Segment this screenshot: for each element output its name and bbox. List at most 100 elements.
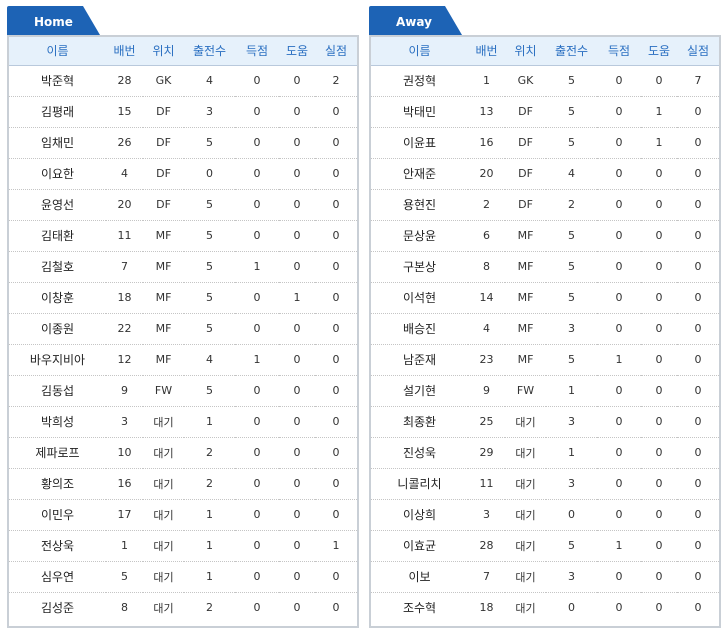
player-goals: 0: [597, 437, 641, 469]
player-number: 10: [106, 437, 143, 469]
table-row: 안재준 20 DF 4 0 0 0: [371, 158, 719, 190]
player-goals: 0: [235, 530, 279, 562]
player-name: 조수혁: [402, 601, 437, 616]
player-assists: 0: [279, 344, 315, 376]
player-name: 설기현: [371, 375, 468, 407]
player-name: 문상윤: [371, 220, 468, 252]
player-appearances: 5: [546, 96, 597, 128]
home-roster-rows: 박준혁 28 GK 4 0 0 2 김평래 15 DF 3 0 0 0 임채민 26 DF 5 0 0 0 이요한 4 DF 0…: [9, 65, 357, 623]
player-name: 이창훈: [9, 282, 106, 314]
player-name: 심우연: [9, 561, 106, 593]
home-tab[interactable]: Home: [7, 6, 101, 36]
player-assists: 0: [279, 220, 315, 252]
player-goals: 0: [597, 561, 641, 593]
player-appearances: 1: [184, 530, 235, 562]
player-conceded: 0: [677, 530, 719, 562]
player-conceded: 0: [694, 601, 702, 615]
table-header: 이름 배번 위치 출전수 득점 도움 실점: [371, 37, 719, 66]
away-tab[interactable]: Away: [369, 6, 463, 36]
player-position: MF: [505, 344, 546, 376]
player-appearances: 5: [546, 220, 597, 252]
player-assists: 0: [641, 499, 677, 531]
home-roster-table-box: 이름 배번 위치 출전수 득점 도움 실점 박준혁 28 GK 4 0 0 2 김평래 15 DF 3 0 0 0 임채…: [7, 35, 359, 628]
player-name: 임채민: [9, 127, 106, 159]
player-appearances: 3: [546, 561, 597, 593]
player-goals: 0: [235, 65, 279, 97]
player-number: 26: [106, 127, 143, 159]
player-goals: 0: [597, 251, 641, 283]
player-appearances: 2: [206, 601, 213, 615]
table-row: 문상윤 6 MF 5 0 0 0: [371, 220, 719, 252]
player-name: 전상욱: [9, 530, 106, 562]
player-appearances: 4: [184, 65, 235, 97]
player-assists: 0: [279, 437, 315, 469]
player-position: GK: [143, 65, 184, 97]
player-assists: 0: [641, 220, 677, 252]
table-row: 구본상 8 MF 5 0 0 0: [371, 251, 719, 283]
player-conceded: 0: [315, 220, 357, 252]
player-name: 용현진: [371, 189, 468, 221]
player-position: DF: [143, 127, 184, 159]
player-name: 이종원: [9, 313, 106, 345]
player-assists: 0: [279, 96, 315, 128]
player-position: DF: [505, 96, 546, 128]
tab-shape: [7, 6, 100, 35]
player-position: MF: [143, 251, 184, 283]
player-assists: 1: [641, 127, 677, 159]
player-number: 1: [468, 65, 505, 97]
player-assists: 0: [641, 158, 677, 190]
player-appearances: 1: [184, 499, 235, 531]
table-row: 박태민 13 DF 5 0 1 0: [371, 96, 719, 128]
player-conceded: 0: [315, 127, 357, 159]
player-conceded: 0: [315, 406, 357, 438]
player-goals: 0: [597, 282, 641, 314]
player-appearances: 1: [546, 375, 597, 407]
player-goals: 1: [597, 344, 641, 376]
player-name: 이효균: [371, 530, 468, 562]
player-position: 대기: [143, 468, 184, 500]
player-appearances: 5: [184, 375, 235, 407]
player-number: 11: [468, 468, 505, 500]
table-row: 이윤표 16 DF 5 0 1 0: [371, 127, 719, 159]
player-position: DF: [505, 189, 546, 221]
player-assists: 0: [655, 601, 663, 615]
table-row: 전상욱 1 대기 1 0 0 1: [9, 530, 357, 562]
player-conceded: 0: [677, 499, 719, 531]
player-number: 1: [106, 530, 143, 562]
player-goals: 0: [597, 375, 641, 407]
player-goals: 0: [235, 406, 279, 438]
table-row: 이보 7 대기 3 0 0 0: [371, 561, 719, 593]
tab-shape: [369, 6, 462, 35]
player-appearances: 1: [184, 561, 235, 593]
header-appearances: 출전수: [546, 37, 597, 66]
player-assists: 0: [641, 344, 677, 376]
player-conceded: 0: [315, 251, 357, 283]
player-appearances: 5: [546, 251, 597, 283]
player-assists: 0: [279, 499, 315, 531]
header-position: 위치: [505, 37, 546, 66]
player-goals: 0: [597, 127, 641, 159]
player-conceded: 0: [315, 96, 357, 128]
player-position: MF: [143, 282, 184, 314]
player-number: 18: [479, 601, 494, 615]
player-position: DF: [143, 189, 184, 221]
player-name: 제파로프: [9, 437, 106, 469]
player-conceded: 0: [332, 601, 340, 615]
table-row: 설기현 9 FW 1 0 0 0: [371, 375, 719, 407]
player-number: 2: [468, 189, 505, 221]
table-row: 이민우 17 대기 1 0 0 0: [9, 499, 357, 531]
player-position: FW: [143, 375, 184, 407]
home-roster-table: 이름 배번 위치 출전수 득점 도움 실점 박준혁 28 GK 4 0 0 2 김평래 15 DF 3 0 0 0 임채…: [9, 37, 357, 623]
player-assists: 0: [279, 189, 315, 221]
player-conceded: 0: [677, 313, 719, 345]
player-name: 권정혁: [371, 65, 468, 97]
player-position: 대기: [143, 530, 184, 562]
player-number: 17: [106, 499, 143, 531]
player-number: 4: [106, 158, 143, 190]
header-number: 배번: [106, 37, 143, 66]
player-position: 대기: [143, 437, 184, 469]
table-row: 황의조 16 대기 2 0 0 0: [9, 468, 357, 500]
header-assists: 도움: [279, 37, 315, 66]
table-row: 김동섭 9 FW 5 0 0 0: [9, 375, 357, 407]
away-roster-table-box: 이름 배번 위치 출전수 득점 도움 실점 권정혁 1 GK 5 0 0 7 박태민 13 DF 5 0 1 0 이윤표…: [369, 35, 721, 628]
